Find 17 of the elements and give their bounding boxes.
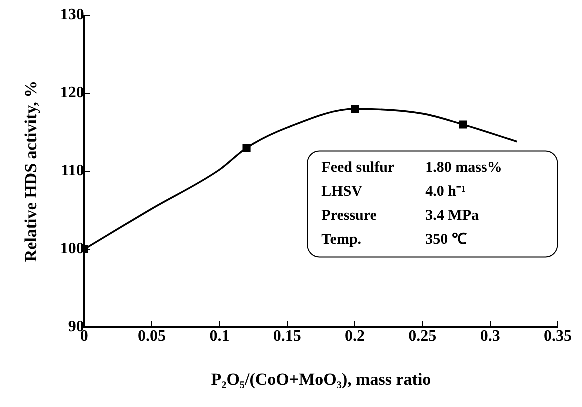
x-tick-label: 0.2 (345, 328, 366, 346)
text: Temp. 350 ℃ (322, 232, 467, 248)
x-tick-label: 0.3 (480, 328, 500, 346)
x-tick-label: 0.1 (210, 328, 230, 346)
x-tick-label: 0.15 (273, 328, 302, 346)
y-tick-label: 120 (60, 84, 84, 102)
x-tick-label: 0.05 (138, 328, 166, 346)
text: LHSV 4.0 h⁻¹ (322, 184, 466, 200)
y-axis-title: Relative HDS activity, % (22, 80, 41, 262)
y-tick-label: 100 (60, 240, 84, 258)
y-tick-label: 130 (60, 6, 84, 24)
text: Feed sulfur 1.80 mass% (322, 160, 502, 176)
y-tick-label: 110 (61, 162, 84, 180)
x-tick-label: 0.25 (408, 328, 437, 346)
x-axis-title: P₂O₅/(CoO+MoO₃), mass ratio (211, 370, 432, 390)
x-tick-label: 0.35 (544, 328, 572, 346)
text: Pressure 3.4 MPa (322, 208, 479, 224)
